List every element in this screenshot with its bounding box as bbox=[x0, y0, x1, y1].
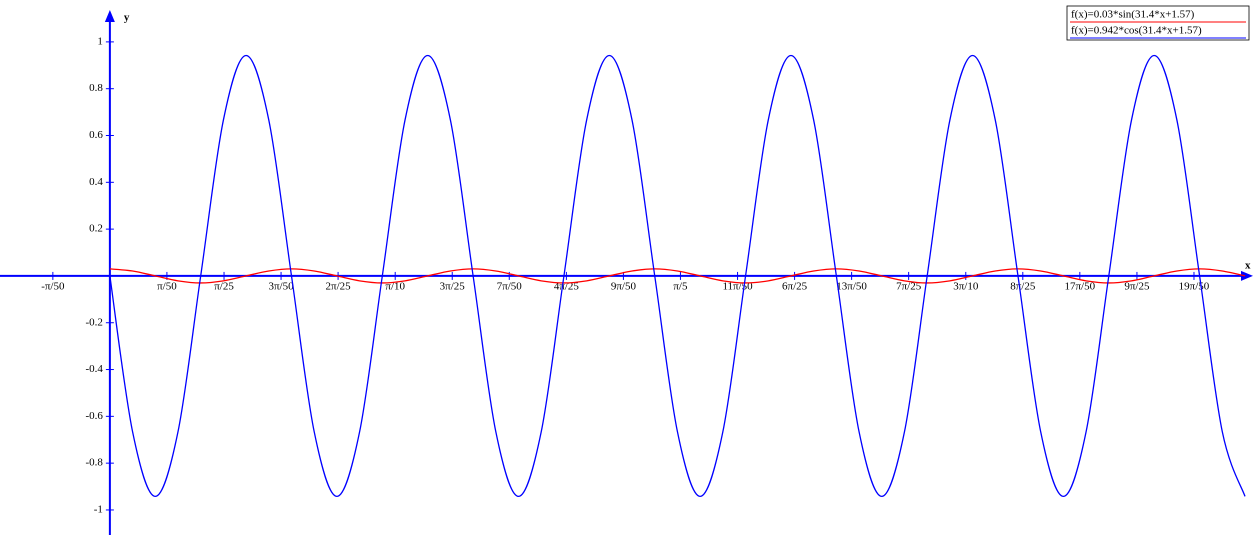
x-tick-label: 3π/50 bbox=[268, 280, 294, 292]
x-tick-label: 8π/25 bbox=[1010, 280, 1036, 292]
y-tick-label: -0.6 bbox=[85, 410, 103, 422]
x-tick-label: 6π/25 bbox=[782, 280, 808, 292]
y-tick-label: -0.8 bbox=[85, 457, 103, 469]
y-axis-arrow bbox=[104, 10, 115, 22]
x-tick-label: 9π/50 bbox=[611, 280, 637, 292]
curves bbox=[109, 54, 1246, 498]
y-tick-label: 0.6 bbox=[89, 129, 103, 141]
x-tick-label: 9π/25 bbox=[1124, 280, 1150, 292]
y-tick-label: 0.4 bbox=[89, 176, 103, 188]
x-tick-label: 2π/25 bbox=[326, 280, 352, 292]
y-axis-label: y bbox=[124, 12, 130, 24]
x-tick-label: 17π/50 bbox=[1065, 280, 1096, 292]
x-tick-label: 19π/50 bbox=[1179, 280, 1210, 292]
x-tick-label: 13π/50 bbox=[836, 280, 867, 292]
y-tick-label: -0.4 bbox=[85, 363, 103, 375]
x-tick-label: 3π/25 bbox=[440, 280, 466, 292]
y-tick-label: -1 bbox=[94, 503, 103, 515]
x-tick-label: -π/50 bbox=[41, 280, 65, 292]
legend-label: f(x)=0.942*cos(31.4*x+1.57) bbox=[1071, 25, 1202, 37]
x-tick-label: π/25 bbox=[214, 280, 234, 292]
x-axis-label: x bbox=[1245, 259, 1251, 271]
curve bbox=[109, 268, 1246, 284]
y-tick-label: 1 bbox=[97, 35, 103, 47]
axes: xy-π/50 π/50 π/25 3π/50 2π/25 π/10 3π/25 7π/50 4… bbox=[0, 10, 1253, 535]
legend-box bbox=[1066, 5, 1250, 41]
legend-label: f(x)=0.03*sin(31.4*x+1.57) bbox=[1071, 9, 1195, 21]
x-tick-label: π/10 bbox=[385, 280, 405, 292]
x-tick-label: 7π/25 bbox=[896, 280, 922, 292]
y-tick-label: 0.2 bbox=[89, 223, 103, 235]
curve bbox=[109, 54, 1246, 498]
legend: f(x)=0.03*sin(31.4*x+1.57) f(x)=0.942*cos… bbox=[1066, 5, 1250, 41]
y-tick-label: -0.2 bbox=[85, 316, 102, 328]
x-tick-label: 3π/10 bbox=[953, 280, 979, 292]
x-axis-arrow bbox=[1241, 270, 1253, 281]
x-tick-label: π/5 bbox=[673, 280, 688, 292]
x-tick-label: 7π/50 bbox=[497, 280, 523, 292]
x-tick-label: π/50 bbox=[157, 280, 177, 292]
y-tick-label: 0.8 bbox=[89, 82, 103, 94]
